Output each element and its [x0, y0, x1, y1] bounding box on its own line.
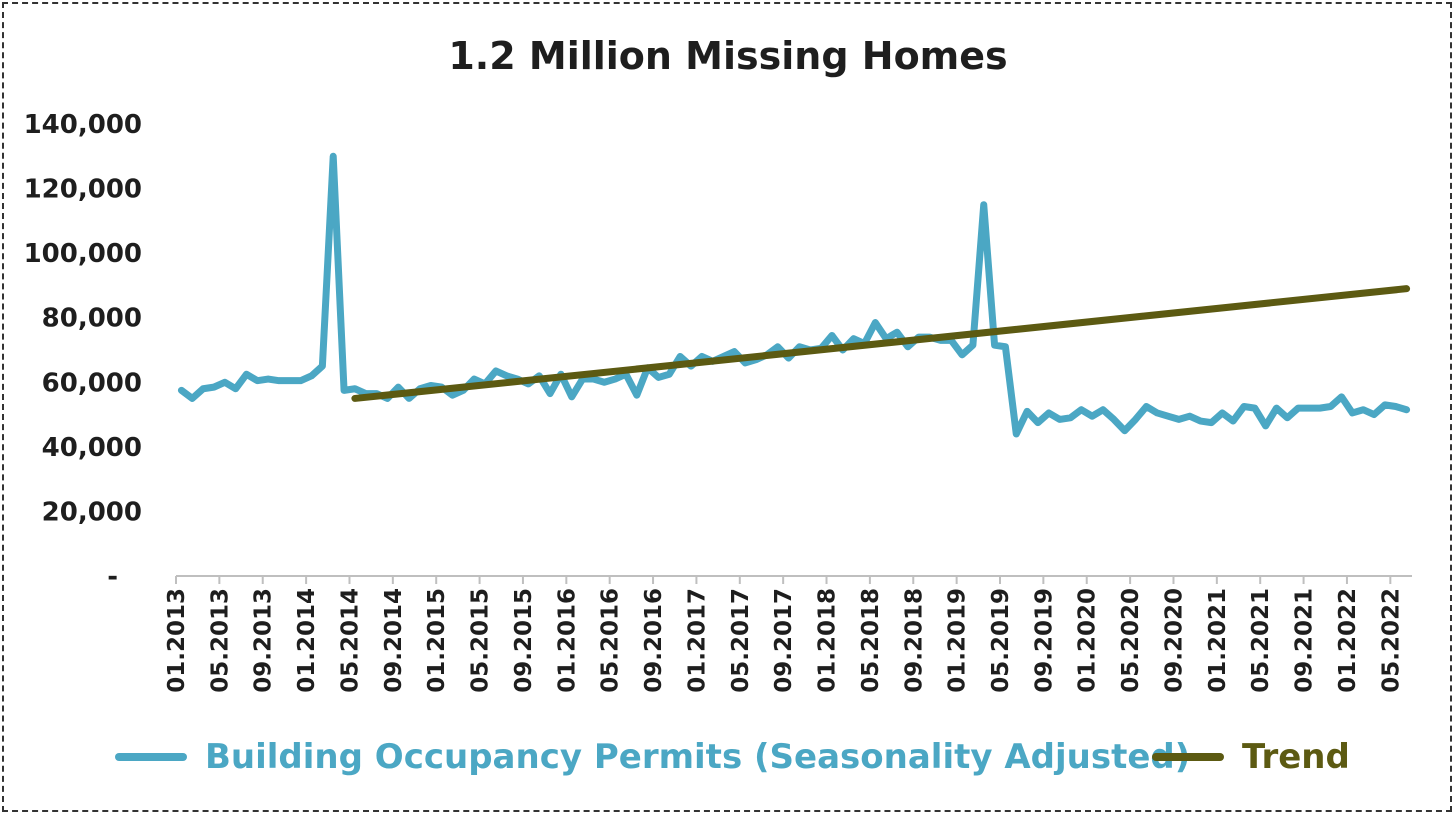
x-tick-label: 01.2020: [1075, 588, 1101, 693]
series-layer: [177, 152, 1411, 438]
x-tick-label: 09.2021: [1292, 588, 1318, 693]
legend-label-permits: Building Occupancy Permits (Seasonality …: [205, 737, 1191, 777]
y-tick-label: 100,000: [24, 239, 142, 269]
x-tick-label: 05.2016: [598, 588, 624, 693]
y-tick-label: 60,000: [42, 368, 142, 398]
x-tick-label: 05.2022: [1378, 588, 1404, 693]
x-tick-label: 01.2021: [1205, 588, 1231, 693]
x-tick-label: 09.2018: [901, 588, 927, 693]
y-tick-label: 40,000: [42, 433, 142, 463]
x-tick-label: 01.2022: [1335, 588, 1361, 693]
x-tick-label: 09.2019: [1031, 588, 1057, 693]
y-tick-label: 140,000: [24, 110, 142, 140]
x-tick-label: 01.2019: [945, 588, 971, 693]
x-tick-label: 01.2016: [554, 588, 580, 693]
x-tick-label: 01.2018: [815, 588, 841, 693]
y-tick-label: -: [107, 562, 118, 592]
chart-title: 1.2 Million Missing Homes: [448, 34, 1008, 78]
x-tick-label: 05.2019: [988, 588, 1014, 693]
x-tick-label: 09.2017: [771, 588, 797, 693]
x-tick-label: 01.2014: [294, 588, 320, 693]
legend-item-trend: Trend: [1152, 732, 1350, 782]
x-tick-label: 09.2016: [641, 588, 667, 693]
x-tick-label: 05.2021: [1248, 588, 1274, 693]
y-tick-label: 120,000: [24, 175, 142, 205]
x-tick-label: 01.2017: [684, 588, 710, 693]
legend: Building Occupancy Permits (Seasonality …: [0, 732, 1456, 782]
y-axis: - 20,000 40,000 60,000 80,000 100,000 120,000 1…: [24, 110, 142, 592]
x-tick-label: 01.2013: [164, 588, 190, 693]
x-tick-label: 09.2014: [381, 588, 407, 693]
legend-item-permits: Building Occupancy Permits (Seasonality …: [115, 732, 1190, 782]
series-line-trend: [351, 285, 1411, 402]
x-tick-label: 05.2015: [468, 588, 494, 693]
x-tick-label: 05.2013: [207, 588, 233, 693]
series-line-permits: [177, 152, 1411, 438]
x-tick-label: 05.2018: [858, 588, 884, 693]
x-axis: 01.2013 05.2013 09.2013 01.2014 05.2014 09.20…: [164, 575, 1412, 693]
legend-swatch-trend: [1152, 753, 1224, 761]
y-tick-label: 80,000: [42, 304, 142, 334]
x-tick-label: 09.2015: [511, 588, 537, 693]
x-tick-label: 09.2020: [1161, 588, 1187, 693]
x-tick-label: 05.2020: [1118, 588, 1144, 693]
x-tick-label: 01.2015: [424, 588, 450, 693]
x-tick-label: 05.2017: [728, 588, 754, 693]
x-tick-label: 09.2013: [251, 588, 277, 693]
x-tick-label: 05.2014: [337, 588, 363, 693]
y-tick-label: 20,000: [42, 497, 142, 527]
legend-label-trend: Trend: [1242, 737, 1350, 777]
legend-swatch-permits: [115, 753, 187, 761]
